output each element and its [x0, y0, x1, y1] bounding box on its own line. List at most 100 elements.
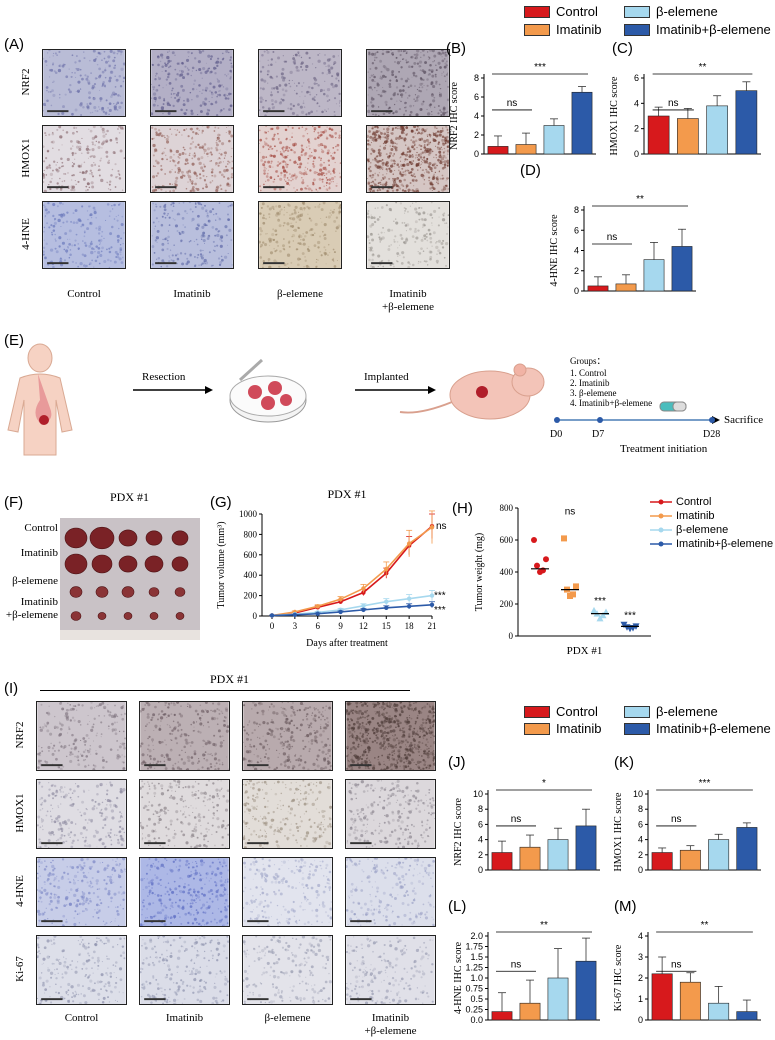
- ihc-image: [243, 702, 332, 770]
- x-tick-label: 3: [293, 621, 298, 631]
- petri-dish-icon: [229, 358, 307, 423]
- ihc-row-label: NRF2: [20, 68, 32, 96]
- ihc-image: [37, 702, 126, 770]
- legend-swatch: [624, 705, 650, 718]
- y-tick-label: 6: [634, 73, 639, 83]
- ihc-image-panel: [139, 857, 230, 927]
- ihc-image: [37, 780, 126, 848]
- data-point: [315, 611, 320, 616]
- y-tick-label: 1: [638, 994, 643, 1004]
- data-point: [406, 604, 412, 609]
- panel-f-row-label: Imatinib: [20, 547, 58, 559]
- x-tick-label: 6: [315, 621, 320, 631]
- y-tick-label: 2: [474, 130, 479, 140]
- significance-label: ns: [671, 959, 682, 970]
- y-tick-label: 600: [244, 550, 258, 560]
- data-point: [269, 613, 275, 618]
- ihc-image-panel: [242, 701, 333, 771]
- significance-label: **: [699, 62, 707, 73]
- ihc-image: [259, 126, 341, 192]
- y-tick-label: 400: [500, 567, 514, 577]
- data-point: [406, 541, 412, 546]
- x-tick-label: 15: [382, 621, 392, 631]
- legend-label: Imatinib: [556, 22, 602, 37]
- ihc-image-panel: [366, 125, 450, 193]
- chart-j: 0 2 4 6 8 10 NRF2 IHC score ns *: [444, 764, 614, 884]
- tumor-sample: [118, 555, 138, 573]
- ihc-image-panel: [150, 49, 234, 117]
- legend-swatch: [524, 23, 550, 36]
- tumor-sample: [89, 526, 115, 550]
- y-axis-label: 4-HNE IHC score: [549, 214, 560, 287]
- panel-label-f: (F): [4, 494, 24, 511]
- legend-label: Imatinib+β-elemene: [656, 721, 771, 736]
- bar: [515, 144, 537, 155]
- tumor-sample: [149, 612, 159, 620]
- significance-label: ***: [434, 605, 446, 616]
- bar: [651, 973, 673, 1021]
- data-point: [537, 569, 543, 575]
- bar: [679, 981, 701, 1021]
- ihc-col-label: β-elemene: [264, 1012, 311, 1024]
- panel-label-b: (B): [446, 40, 466, 57]
- bar: [571, 91, 593, 155]
- tumor-photo: [60, 518, 200, 640]
- bar: [679, 849, 701, 871]
- significance-label: ns: [507, 98, 518, 109]
- ihc-row-label: HMOX1: [14, 793, 26, 833]
- ihc-image-panel: [36, 935, 127, 1005]
- legend-swatch: [524, 5, 550, 18]
- y-tick-label: 800: [500, 503, 514, 513]
- y-tick-label: 1000: [239, 509, 258, 519]
- y-tick-label: 4: [474, 111, 479, 121]
- legend-label: β-elemene: [676, 524, 729, 536]
- y-axis-label: Ki-67 IHC score: [613, 944, 624, 1011]
- data-point: [429, 602, 435, 607]
- ihc-image: [151, 202, 233, 268]
- tumor-sample: [64, 527, 88, 549]
- panel-i-title: PDX #1: [210, 672, 250, 686]
- group-2: 2. Imatinib: [570, 378, 610, 388]
- significance-label: ns: [671, 814, 682, 825]
- y-tick-label: 0.75: [465, 984, 483, 994]
- y-tick-label: 6: [478, 819, 483, 829]
- ihc-image: [367, 50, 449, 116]
- tumor-sample: [118, 529, 138, 547]
- legend-h-item: Control: [650, 496, 711, 508]
- tumor-sample: [95, 586, 109, 598]
- panel-label-a: (A): [4, 36, 24, 53]
- legend-swatch: [524, 705, 550, 718]
- y-tick-label: 10: [633, 789, 643, 799]
- data-point: [567, 593, 573, 599]
- significance-label: **: [701, 920, 709, 931]
- bar: [587, 285, 609, 292]
- y-tick-label: 0.0: [470, 1015, 483, 1025]
- bar: [547, 977, 569, 1021]
- ihc-image: [243, 936, 332, 1004]
- y-tick-label: 600: [500, 535, 514, 545]
- y-tick-label: 1.5: [470, 952, 483, 962]
- label-resection: Resection: [142, 371, 186, 383]
- significance-label: ***: [624, 610, 636, 621]
- ihc-image-panel: [242, 779, 333, 849]
- panel-label-c: (C): [612, 40, 633, 57]
- y-axis-label: Tumor volume (mm³): [216, 521, 227, 608]
- data-point: [384, 605, 389, 611]
- ihc-image: [43, 126, 125, 192]
- data-point: [596, 614, 604, 622]
- bar: [547, 839, 569, 871]
- y-tick-label: 2: [478, 850, 483, 860]
- panel-f-row-label: Control: [24, 522, 58, 534]
- panel-f-row-label: β-elemene: [12, 575, 58, 587]
- series-line: [271, 526, 433, 617]
- ihc-image-panel: [345, 779, 436, 849]
- chart-m: 0 1 2 3 4 Ki-67 IHC score ns **: [604, 906, 775, 1034]
- y-tick-label: 4: [638, 835, 643, 845]
- y-tick-label: 4: [634, 98, 639, 108]
- y-tick-label: 400: [244, 570, 258, 580]
- ihc-image: [140, 936, 229, 1004]
- data-point: [361, 607, 366, 613]
- data-point: [338, 609, 343, 615]
- legend-marker: [650, 541, 672, 547]
- panel-label-g: (G): [210, 494, 232, 511]
